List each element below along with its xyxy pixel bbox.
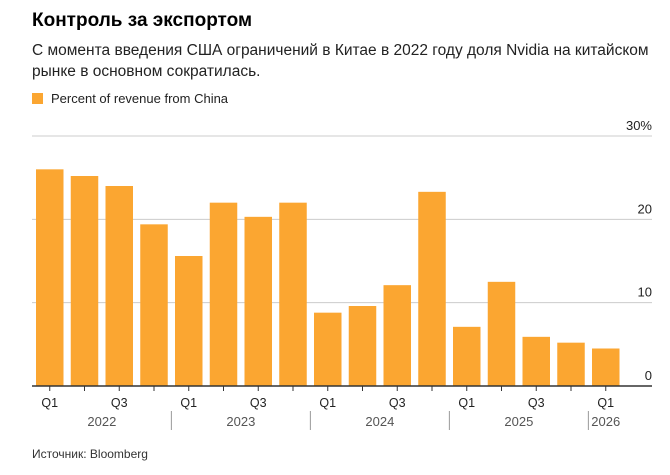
legend-label: Percent of revenue from China (51, 91, 229, 106)
x-tick-label: Q3 (528, 396, 545, 410)
bar (418, 191, 446, 386)
source-note: Источник: Bloomberg (32, 447, 148, 461)
bar (279, 202, 307, 386)
chart-title: Контроль за экспортом (32, 10, 253, 31)
x-tick-label: Q3 (389, 396, 406, 410)
x-tick-label: Q3 (250, 396, 267, 410)
bar (314, 312, 342, 386)
x-tick-label: Q1 (319, 396, 336, 410)
x-tick-label: Q3 (111, 396, 128, 410)
bar (70, 176, 99, 386)
chart-subtitle: С момента введения США ограничений в Кит… (32, 42, 649, 80)
bar (209, 202, 238, 386)
year-label: 2025 (504, 414, 533, 429)
y-tick-label: 30% (626, 118, 652, 133)
bar (522, 336, 550, 386)
x-tick-label: Q1 (458, 396, 475, 410)
year-label: 2023 (226, 414, 255, 429)
year-label: 2026 (591, 414, 620, 429)
x-tick-label: Q1 (597, 396, 614, 410)
x-tick-label: Q1 (180, 396, 197, 410)
bar (140, 224, 168, 386)
y-tick-label: 0 (645, 368, 652, 383)
bar (348, 306, 377, 386)
legend-swatch (32, 93, 43, 104)
bar (592, 348, 620, 386)
bar (557, 342, 585, 386)
bar-chart: 0 10 20 30% Q1 Q3 Q1 Q3 Q1 Q3 Q1 Q3 Q1 2022 2023 2024 20… (32, 118, 652, 430)
bar (453, 326, 481, 386)
y-tick-label: 10 (638, 285, 652, 300)
y-tick-label: 20 (638, 201, 652, 216)
bar (36, 169, 64, 386)
bar (175, 256, 203, 386)
bar (105, 186, 133, 386)
year-label: 2024 (365, 414, 394, 429)
year-label: 2022 (87, 414, 116, 429)
x-tick-label: Q1 (41, 396, 58, 410)
bar (383, 285, 411, 386)
legend: Percent of revenue from China (32, 91, 228, 106)
bar (244, 216, 272, 386)
bar (487, 281, 516, 386)
